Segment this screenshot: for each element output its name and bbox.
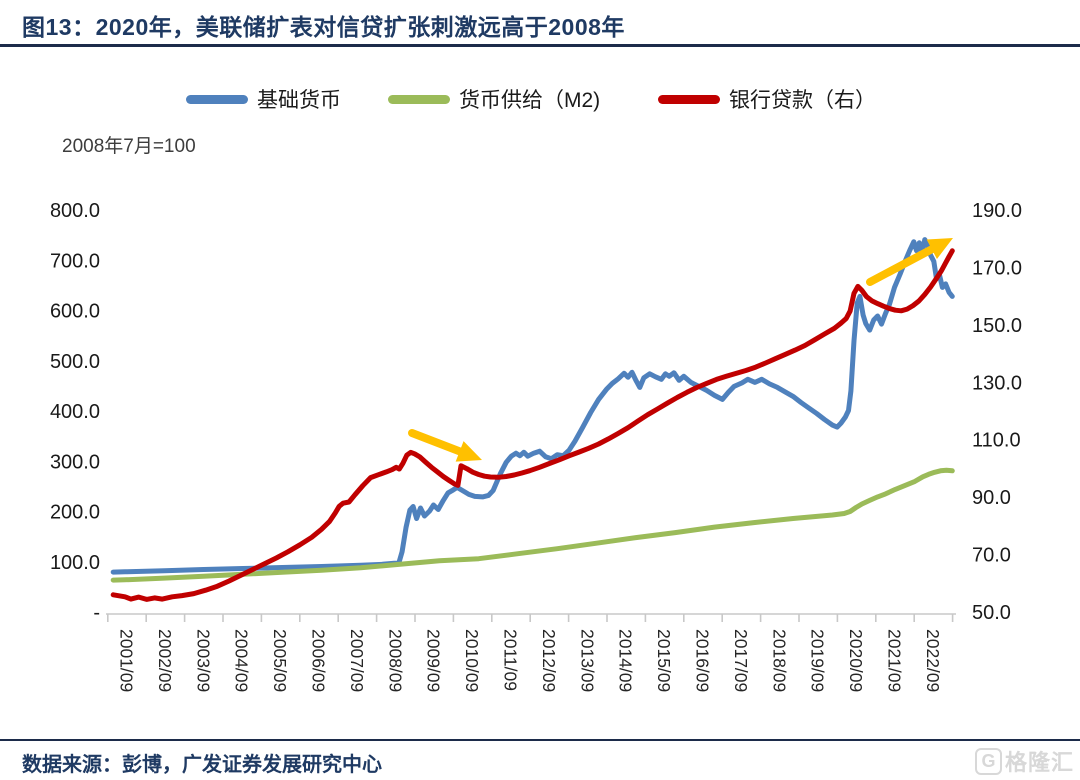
- x-axis-label: 2014/09: [616, 629, 636, 692]
- title-divider: [0, 44, 1080, 47]
- y-right-tick-label: 190.0: [972, 200, 1022, 222]
- x-axis-label: 2015/09: [654, 629, 674, 692]
- x-axis-label: 2021/09: [885, 629, 905, 692]
- y-left-tick-label: 500.0: [50, 351, 100, 373]
- y-left-tick-label: 400.0: [50, 401, 100, 423]
- legend-item-base-money: 基础货币: [186, 84, 341, 114]
- y-left-tick-label: 100.0: [50, 552, 100, 574]
- annotation-arrow-head: [926, 238, 953, 259]
- x-axis-label: 2001/09: [117, 629, 137, 692]
- x-axis-label: 2011/09: [501, 629, 521, 691]
- legend-item-m2: 货币供给（M2): [388, 84, 600, 114]
- index-base-note: 2008年7月=100: [62, 136, 196, 157]
- x-axis-label: 2002/09: [155, 629, 175, 692]
- annotation-arrow-shaft: [866, 242, 942, 286]
- figure-title: 图13：2020年，美联储扩表对信贷扩张刺激远高于2008年: [22, 14, 625, 40]
- y-right-tick-label: 170.0: [972, 257, 1022, 279]
- x-axis-label: 2013/09: [577, 629, 597, 692]
- x-axis-label: 2019/09: [808, 629, 828, 692]
- x-axis-label: 2005/09: [270, 629, 290, 692]
- y-right-tick-label: 90.0: [972, 487, 1011, 509]
- gelonghui-logo-icon: G: [974, 747, 1002, 775]
- legend-item-bank-loans: 银行贷款（右）: [658, 84, 876, 114]
- legend-swatch-base-money: [186, 94, 248, 104]
- legend-label: 基础货币: [257, 89, 341, 112]
- x-axis-label: 2018/09: [769, 629, 789, 692]
- x-axis-label: 2022/09: [923, 629, 943, 692]
- y-left-tick-label: 700.0: [50, 250, 100, 272]
- data-source: 数据来源：彭博，广发证券发展研究中心: [22, 754, 382, 776]
- x-axis-label: 2004/09: [232, 629, 252, 692]
- x-axis-label: 2003/09: [193, 629, 213, 692]
- chart-legend: 基础货币 货币供给（M2) 银行贷款（右）: [0, 84, 1080, 112]
- x-axis-label: 2010/09: [462, 629, 482, 692]
- y-right-tick-label: 110.0: [972, 430, 1021, 452]
- legend-swatch-bank-loans: [658, 94, 720, 104]
- y-right-tick-label: 50.0: [972, 602, 1011, 624]
- series-line-m2: [110, 467, 955, 583]
- gelonghui-watermark: G 格隆汇: [974, 745, 1074, 777]
- x-axis-label: 2007/09: [347, 629, 367, 692]
- footer-divider: [0, 739, 1080, 741]
- legend-label: 银行贷款（右）: [729, 89, 876, 112]
- series-line-base-money: [110, 237, 955, 575]
- x-axis-label: 2020/09: [846, 629, 866, 692]
- x-axis-label: 2006/09: [309, 629, 329, 692]
- legend-label: 货币供给（M2): [459, 89, 601, 112]
- y-left-tick-label: 600.0: [50, 301, 100, 323]
- annotation-arrow-shaft: [408, 429, 470, 458]
- x-axis-label: 2012/09: [539, 629, 559, 692]
- y-right-tick-label: 70.0: [972, 545, 1011, 567]
- x-axis-label: 2008/09: [385, 629, 405, 692]
- y-left-tick-label: 200.0: [50, 502, 100, 524]
- gelonghui-logo-text: 格隆汇: [1004, 750, 1074, 775]
- y-right-tick-label: 130.0: [972, 372, 1022, 394]
- legend-swatch-m2: [388, 94, 450, 104]
- x-axis-label: 2016/09: [693, 629, 713, 692]
- y-right-tick-label: 150.0: [972, 315, 1022, 337]
- annotation-arrow-head: [455, 441, 482, 462]
- y-left-tick-label: 300.0: [50, 451, 100, 473]
- x-axis-label: 2017/09: [731, 629, 751, 692]
- x-axis-label: 2009/09: [424, 629, 444, 692]
- y-left-tick-label: 800.0: [50, 200, 100, 222]
- series-line-bank-loans: [110, 248, 955, 602]
- y-left-tick-label: -: [93, 602, 100, 624]
